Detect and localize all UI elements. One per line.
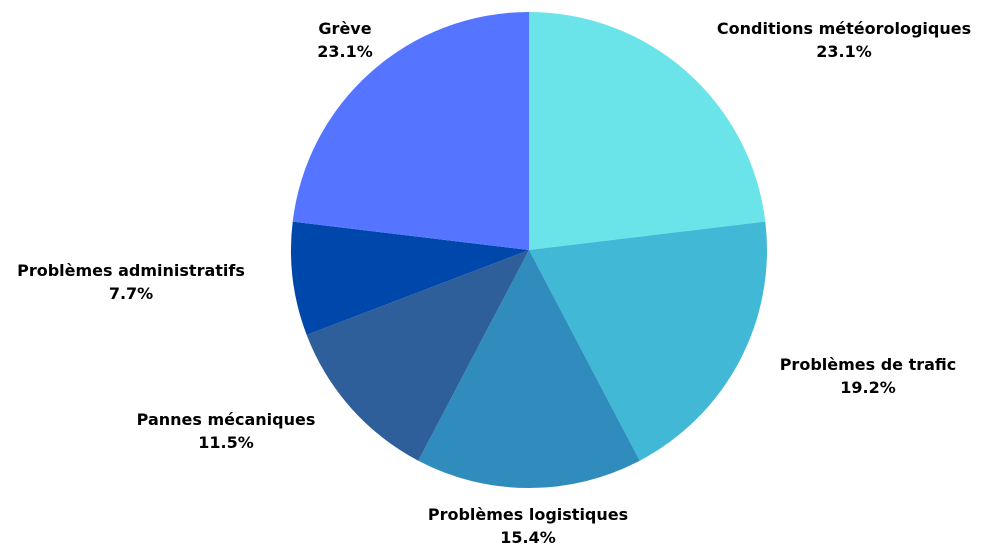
slice-percent-label: 15.4% (500, 528, 556, 547)
slice-percent-label: 23.1% (317, 42, 373, 61)
pie-slice (418, 250, 640, 489)
slice-label: Pannes mécaniques (137, 410, 316, 429)
pie-slice (292, 12, 529, 250)
slice-label: Conditions météorologiques (717, 19, 971, 38)
pie-slice (306, 250, 529, 461)
slice-percent-label: 23.1% (816, 42, 872, 61)
slice-labels: Conditions météorologiques 23.1% Problèmes… (17, 19, 971, 547)
slice-percent-label: 19.2% (840, 378, 896, 397)
slice-label: Problèmes administratifs (17, 261, 245, 280)
pie-slices (290, 12, 768, 489)
slice-label: Problèmes de trafic (780, 355, 957, 374)
slice-label: Problèmes logistiques (428, 505, 628, 524)
slice-percent-label: 7.7% (109, 284, 153, 303)
pie-slice (529, 12, 766, 250)
pie-slice (529, 221, 768, 461)
slice-percent-label: 11.5% (198, 433, 254, 452)
pie-slice (290, 221, 529, 335)
slice-label: Grève (318, 19, 371, 38)
